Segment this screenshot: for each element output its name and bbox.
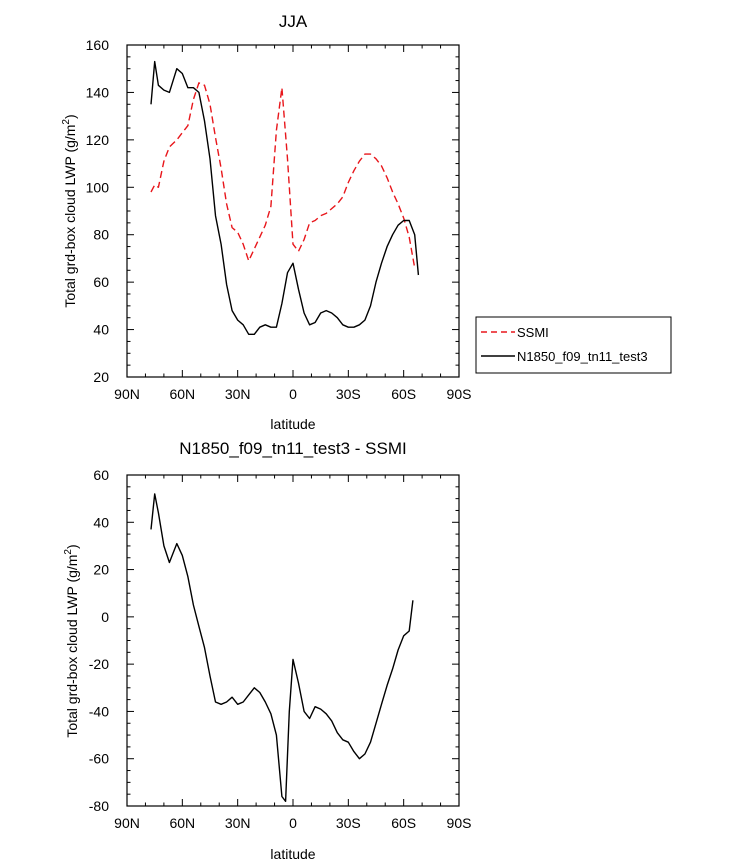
series-line-n1850-f09-tn11-test3 [150,60,420,335]
y-tick-label: -80 [89,798,109,814]
y-tick-label: 40 [93,514,109,530]
x-tick-label: 60N [169,815,195,831]
x-tick-label: 30S [336,386,361,402]
x-axis-label: latitude [270,846,315,862]
y-tick-label: -60 [89,751,109,767]
series-layer [150,60,420,335]
x-tick-label: 30N [225,386,251,402]
y-tick-label: 40 [93,322,109,338]
y-tick-label: 120 [86,132,110,148]
y-axis-label-superscript: 2 [61,119,72,125]
y-tick-label: 20 [93,562,109,578]
bottom-panel: N1850_f09_tn11_test3 - SSMI 90N 60N 30N 0 30… [63,439,471,862]
top-panel: JJA 90N 60N 30N 0 30S 60S 90S 20 40 60 80 100 120 14… [61,12,672,432]
y-axis-label-superscript: 2 [63,549,74,555]
legend-box [475,316,672,374]
y-tick-label: 160 [86,37,110,53]
plot-frame [126,474,460,807]
y-axis-label-close: ) [62,114,78,119]
legend-label-model: N1850_f09_tn11_test3 [517,349,648,364]
y-tick-label: 0 [101,609,109,625]
series-layer [150,493,414,802]
x-tick-label: 0 [289,815,297,831]
y-tick-labels: 20 40 60 80 100 120 140 160 [86,37,110,385]
y-axis-label-text: Total grd-box cloud LWP (g/m [64,555,80,738]
x-tick-label: 90N [114,815,140,831]
x-tick-label: 90N [114,386,140,402]
x-tick-label: 60S [391,386,416,402]
y-tick-label: 80 [93,227,109,243]
series-line-n1850-f09-tn11-test3-ssmi [150,493,414,802]
x-axis-label: latitude [270,416,315,432]
tick-marks [126,474,460,807]
y-tick-label: 140 [86,84,110,100]
x-tick-label: 90S [447,386,472,402]
x-tick-label: 30S [336,815,361,831]
x-tick-labels: 90N 60N 30N 0 30S 60S 90S [114,386,471,402]
y-tick-label: -40 [89,703,109,719]
tick-marks [126,44,460,378]
y-tick-label: 100 [86,179,110,195]
chart-title: JJA [279,12,308,31]
y-axis-label: Total grd-box cloud LWP (g/m2) [63,544,80,737]
legend-label-ssmi: SSMI [517,325,549,340]
y-tick-labels: -80 -60 -40 -20 0 20 40 60 [89,467,109,814]
y-tick-label: 60 [93,467,109,483]
y-axis-label: Total grd-box cloud LWP (g/m2) [61,114,78,307]
x-tick-label: 90S [447,815,472,831]
y-axis-label-close: ) [64,544,80,549]
y-axis-label-text: Total grd-box cloud LWP (g/m [62,125,78,308]
x-tick-label: 60S [391,815,416,831]
y-tick-label: -20 [89,656,109,672]
series-line-ssmi [150,82,416,269]
x-tick-labels: 90N 60N 30N 0 30S 60S 90S [114,815,471,831]
x-tick-label: 30N [225,815,251,831]
plot-frame [126,44,460,378]
x-tick-label: 0 [289,386,297,402]
x-tick-label: 60N [169,386,195,402]
legend: SSMI N1850_f09_tn11_test3 [475,316,672,374]
chart-title: N1850_f09_tn11_test3 - SSMI [179,439,406,458]
y-tick-label: 60 [93,274,109,290]
y-tick-label: 20 [93,369,109,385]
